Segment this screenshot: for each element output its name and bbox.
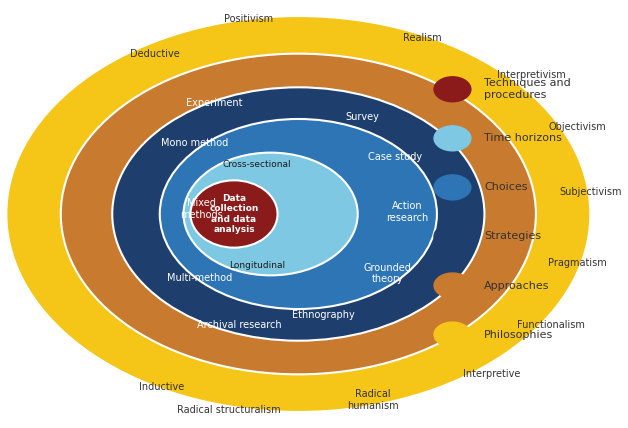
Text: Action
research: Action research [386, 201, 428, 223]
Text: Experiment: Experiment [186, 98, 242, 108]
Circle shape [434, 175, 471, 200]
Ellipse shape [183, 153, 358, 275]
Text: Interpretive: Interpretive [463, 369, 520, 379]
Text: Survey: Survey [346, 112, 379, 122]
Text: Realism: Realism [403, 33, 441, 43]
Text: Data
collection
and data
analysis: Data collection and data analysis [209, 194, 259, 234]
Text: Longitudinal: Longitudinal [229, 261, 285, 270]
Circle shape [434, 224, 471, 249]
Text: Ethnography: Ethnography [292, 310, 354, 320]
Ellipse shape [190, 180, 278, 248]
Ellipse shape [112, 87, 484, 341]
Text: Techniques and
procedures: Techniques and procedures [484, 78, 571, 100]
Text: Positivism: Positivism [224, 14, 273, 24]
Circle shape [434, 322, 471, 347]
Text: Approaches: Approaches [484, 280, 550, 291]
Text: Pragmatism: Pragmatism [548, 259, 607, 268]
Text: Case study: Case study [368, 152, 423, 162]
Text: Philosophies: Philosophies [484, 330, 554, 339]
Circle shape [434, 77, 471, 102]
Text: Mixed
methods: Mixed methods [180, 198, 223, 220]
Text: Archival research: Archival research [197, 320, 281, 330]
Text: Cross-sectional: Cross-sectional [222, 160, 291, 169]
Text: Objectivism: Objectivism [549, 122, 607, 132]
Text: Radical
humanism: Radical humanism [347, 389, 398, 411]
Text: Subjectivism: Subjectivism [559, 187, 622, 197]
Text: Multi-method: Multi-method [166, 273, 232, 283]
Ellipse shape [61, 54, 536, 374]
Text: Choices: Choices [484, 182, 528, 193]
Text: Strategies: Strategies [484, 232, 541, 241]
Text: Radical structuralism: Radical structuralism [177, 405, 281, 415]
Text: Interpretivism: Interpretivism [497, 71, 565, 80]
Ellipse shape [6, 16, 590, 412]
Text: Inductive: Inductive [139, 382, 185, 392]
Text: Mono method: Mono method [161, 138, 228, 148]
Text: Time horizons: Time horizons [484, 134, 562, 143]
Circle shape [434, 126, 471, 151]
Ellipse shape [160, 119, 437, 309]
Text: Functionalism: Functionalism [517, 320, 585, 330]
Circle shape [434, 273, 471, 298]
Text: Grounded
theory: Grounded theory [364, 263, 411, 284]
Text: Deductive: Deductive [130, 49, 180, 59]
